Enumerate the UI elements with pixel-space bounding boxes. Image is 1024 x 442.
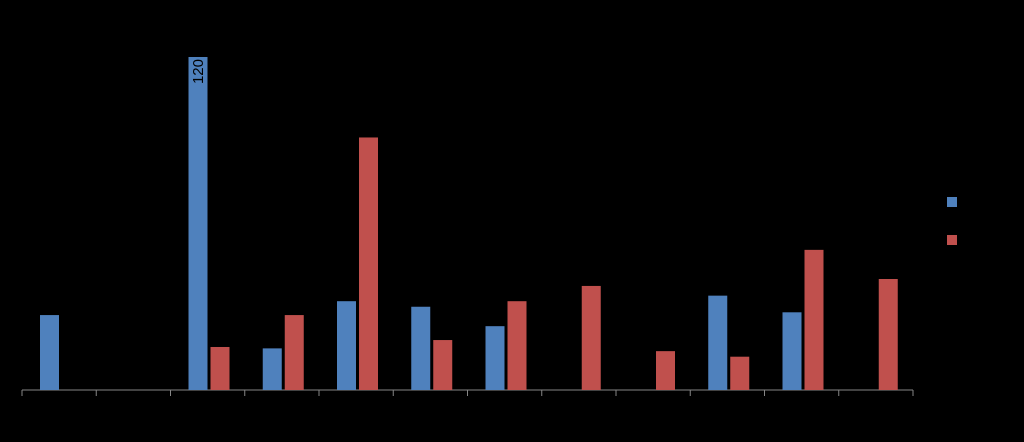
legend-marker <box>947 197 957 207</box>
bar <box>40 315 59 390</box>
bar <box>730 356 750 390</box>
bar <box>359 137 378 390</box>
legend-marker <box>947 235 957 245</box>
bar <box>581 285 601 390</box>
bar <box>411 306 431 390</box>
bar <box>782 312 802 390</box>
bar <box>188 57 208 390</box>
bar <box>284 315 304 390</box>
bar <box>656 351 675 390</box>
bar <box>878 279 898 390</box>
bar <box>210 346 230 390</box>
bar <box>262 348 282 390</box>
data-label: 120 <box>190 59 207 84</box>
bar <box>485 326 505 390</box>
bar <box>804 249 824 390</box>
bar <box>708 295 728 390</box>
bar <box>433 340 453 390</box>
bar <box>337 301 356 390</box>
bar <box>507 301 527 390</box>
